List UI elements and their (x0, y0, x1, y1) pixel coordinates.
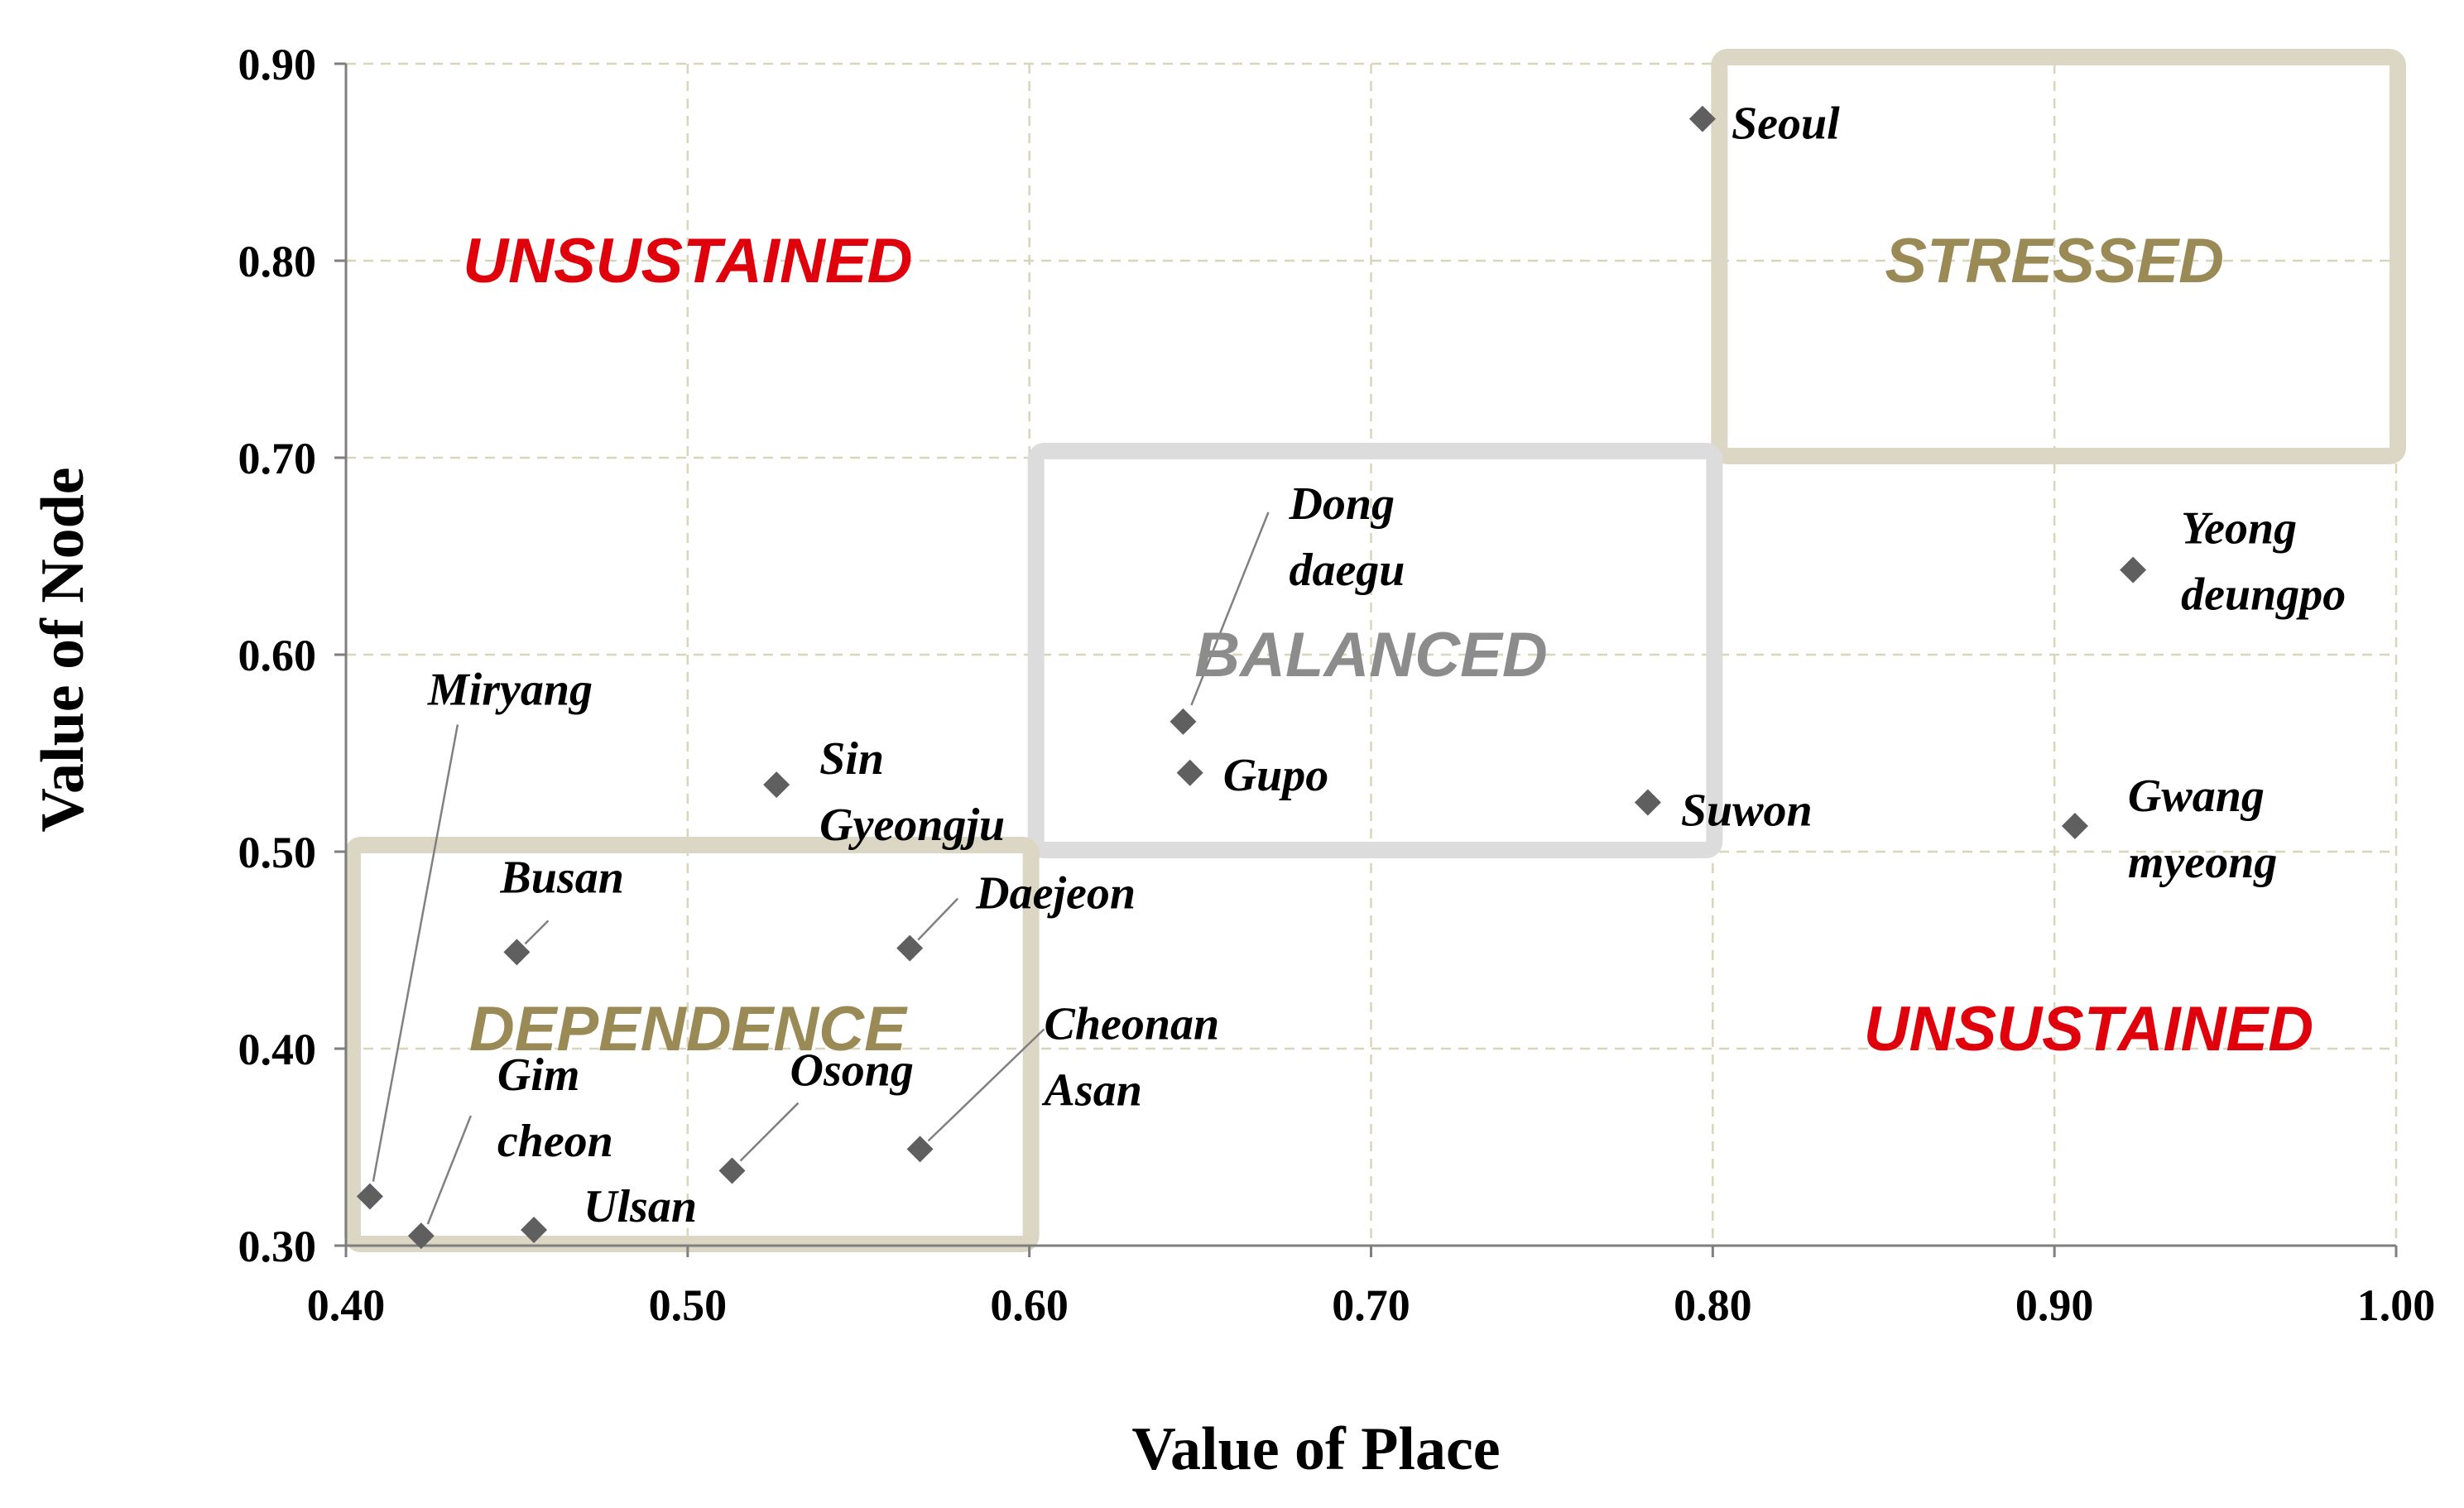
point-marker-daejeon (896, 934, 924, 962)
point-marker-cheonan-asan (906, 1136, 934, 1163)
axes: 0.40 0.50 0.60 0.70 0.80 0.90 1.00 0.30 0.40 0.50… (238, 40, 2436, 1330)
x-tick-label: 0.60 (990, 1280, 1069, 1330)
leader-line-osong (739, 1102, 800, 1162)
point-marker-ulsan (521, 1216, 548, 1243)
point-label-gwang-myeong: Gwang myeong (2128, 771, 2277, 888)
point-label-daejeon: Daejeon (975, 868, 1136, 920)
point-label-seoul: Seoul (1732, 98, 1840, 150)
leader-line-daejeon (917, 897, 959, 941)
x-tick-label: 0.50 (649, 1280, 728, 1330)
point-label-yeong-deungpo: Yeong deungpo (2181, 503, 2346, 621)
y-axis-title: Value of Node (29, 467, 97, 832)
y-tick-label: 0.80 (238, 237, 317, 286)
point-marker-gupo (1176, 759, 1203, 786)
point-marker-suwon (1634, 789, 1661, 816)
x-tick-label: 0.70 (1332, 1280, 1410, 1330)
leader-line-busan (524, 920, 550, 945)
region-label-balanced: BALANCED (1194, 620, 1547, 690)
region-label-dependence: DEPENDENCE (469, 994, 908, 1064)
point-label-sin-gyeongju: Sin Gyeongju (819, 733, 1005, 851)
y-tick-label: 0.50 (238, 828, 317, 877)
region-box-stressed (1711, 49, 2406, 464)
y-tick-label: 0.30 (238, 1222, 317, 1271)
point-label-gupo: Gupo (1223, 750, 1329, 801)
point-marker-osong (718, 1157, 746, 1184)
data-points (356, 105, 2147, 1250)
y-tick-label: 0.40 (238, 1025, 317, 1074)
leader-line-gim-cheon (426, 1115, 472, 1225)
annotations: STRESSED BALANCED DEPENDENCE UNSUSTAINED UNS… (463, 226, 2313, 1064)
quadrant-regions (344, 49, 2406, 1252)
point-marker-yeong-deungpo (2120, 556, 2147, 584)
x-tick-label: 0.80 (1674, 1280, 1752, 1330)
point-label-suwon: Suwon (1681, 785, 1813, 837)
point-label-dong-daegu: Dong daegu (1288, 478, 1405, 596)
point-marker-miryang (356, 1183, 383, 1210)
leader-lines (372, 511, 1270, 1225)
point-label-cheonan-asan: Cheonan Asan (1042, 998, 1220, 1116)
x-tick-label: 1.00 (2357, 1280, 2436, 1330)
leader-line-dong-daegu (1190, 511, 1270, 706)
annotation-unsustained-1: UNSUSTAINED (463, 226, 912, 296)
y-tick-label: 0.60 (238, 631, 317, 680)
point-label-busan: Busan (499, 852, 623, 903)
x-tick-label: 0.40 (307, 1280, 386, 1330)
point-label-ulsan: Ulsan (584, 1181, 697, 1232)
point-label-gim-cheon: Gim cheon (497, 1049, 613, 1167)
x-axis-title: Value of Place (1131, 1415, 1500, 1483)
point-marker-sin-gyeongju (763, 771, 790, 799)
point-labels: Seoul Dong daegu Gupo Yeong deungpo Suwon Gwang… (427, 98, 2346, 1232)
point-label-osong: Osong (790, 1045, 914, 1097)
point-marker-gim-cheon (407, 1222, 435, 1250)
point-marker-seoul (1688, 105, 1716, 132)
y-tick-label: 0.70 (238, 434, 317, 483)
region-box-balanced (1027, 443, 1723, 858)
annotation-unsustained-2: UNSUSTAINED (1864, 994, 2313, 1064)
y-tick-label: 0.90 (238, 40, 317, 89)
leader-line-miryang (372, 724, 459, 1182)
point-marker-gwang-myeong (2061, 813, 2088, 840)
point-label-miryang: Miryang (427, 665, 593, 716)
point-marker-dong-daegu (1170, 708, 1197, 735)
x-tick-label: 0.90 (2015, 1280, 2094, 1330)
point-marker-busan (503, 939, 531, 966)
region-label-stressed: STRESSED (1885, 226, 2224, 296)
region-box-dependence (344, 837, 1040, 1252)
leader-line-cheonan-asan (927, 1028, 1045, 1142)
